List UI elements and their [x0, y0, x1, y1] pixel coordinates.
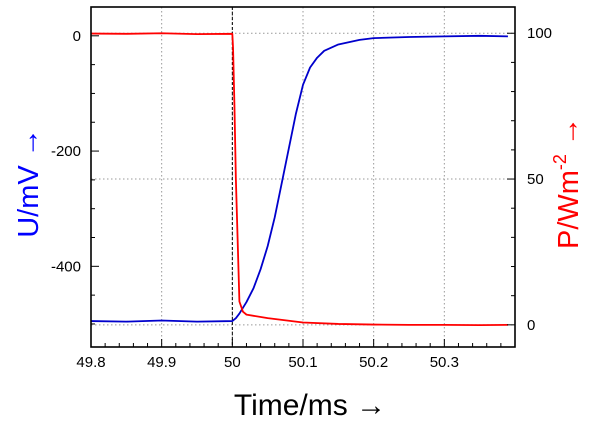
- right-axis-title: P/Wm-2 →: [550, 117, 585, 249]
- x-tick-label: 49.9: [147, 354, 176, 371]
- left-tick-label: -400: [51, 258, 81, 275]
- right-tick-label: 100: [527, 25, 552, 42]
- left-tick-label: -200: [51, 143, 81, 160]
- voltage-series-line: [90, 34, 508, 323]
- right-tick-label: 50: [527, 171, 544, 188]
- x-tick-label: 50.2: [359, 354, 388, 371]
- right-tick-label: 0: [527, 317, 535, 334]
- left-tick-label: 0: [73, 28, 81, 45]
- power-series-line: [90, 32, 508, 327]
- x-tick-label: 50.1: [288, 354, 317, 371]
- x-tick-label: 50.3: [430, 354, 459, 371]
- x-axis-title: Time/ms →: [234, 389, 386, 422]
- left-axis-title: U/mV →: [13, 128, 45, 238]
- x-tick-label: 50: [224, 354, 241, 371]
- x-tick-label: 49.8: [76, 354, 105, 371]
